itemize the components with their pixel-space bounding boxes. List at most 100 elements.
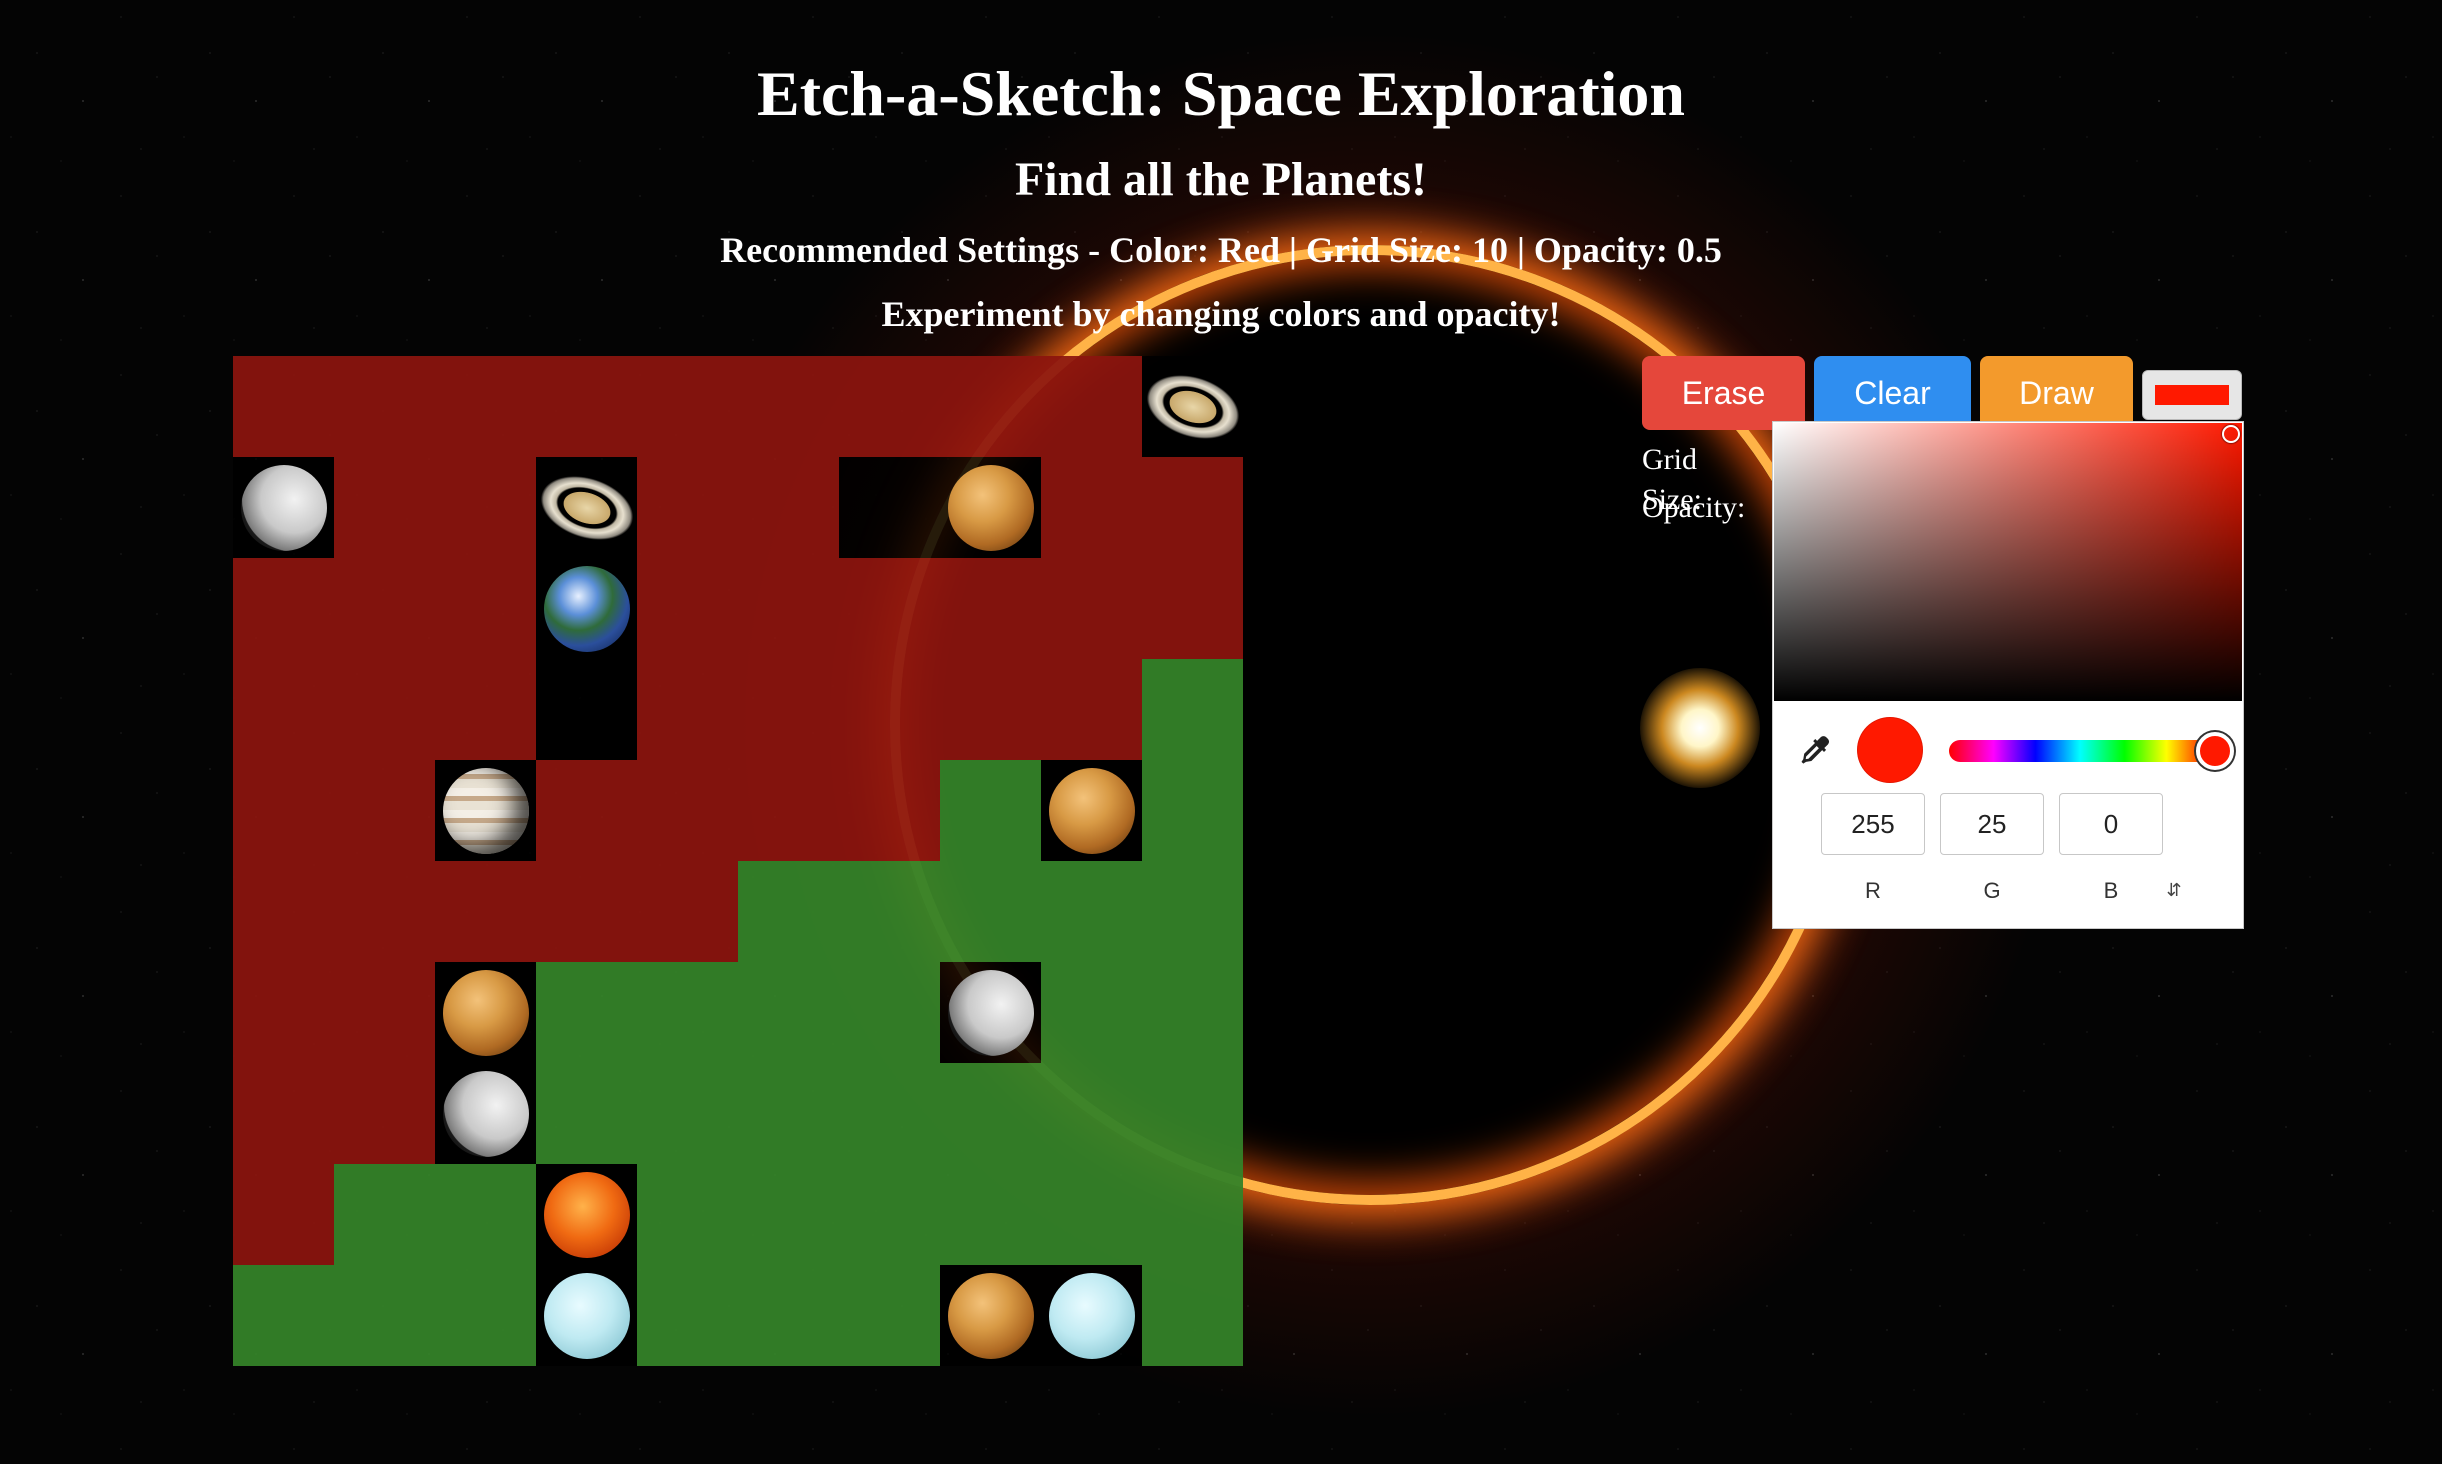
grid-cell[interactable] <box>233 1164 334 1265</box>
grid-cell[interactable] <box>1142 1063 1243 1164</box>
grid-cell[interactable] <box>435 356 536 457</box>
grid-cell[interactable] <box>435 457 536 558</box>
grid-cell[interactable] <box>536 659 637 760</box>
grid-cell[interactable] <box>334 457 435 558</box>
grid-cell[interactable] <box>1041 861 1142 962</box>
grid-cell[interactable] <box>940 457 1041 558</box>
grid-cell[interactable] <box>637 558 738 659</box>
grid-cell[interactable] <box>233 457 334 558</box>
grid-cell[interactable] <box>435 1063 536 1164</box>
grid-cell[interactable] <box>839 760 940 861</box>
grid-cell[interactable] <box>233 558 334 659</box>
grid-cell[interactable] <box>1142 861 1243 962</box>
grid-cell[interactable] <box>1142 1164 1243 1265</box>
grid-cell[interactable] <box>435 861 536 962</box>
clear-button[interactable]: Clear <box>1814 356 1971 430</box>
grid-cell[interactable] <box>940 760 1041 861</box>
grid-cell[interactable] <box>1142 760 1243 861</box>
grid-cell[interactable] <box>536 356 637 457</box>
grid-cell[interactable] <box>940 861 1041 962</box>
grid-cell[interactable] <box>839 659 940 760</box>
grid-cell[interactable] <box>940 962 1041 1063</box>
grid-cell[interactable] <box>233 659 334 760</box>
grid-cell[interactable] <box>1041 659 1142 760</box>
grid-cell[interactable] <box>233 962 334 1063</box>
grid-cell[interactable] <box>435 558 536 659</box>
grid-cell[interactable] <box>839 861 940 962</box>
grid-cell[interactable] <box>1041 760 1142 861</box>
color-picker-button[interactable] <box>2142 370 2242 420</box>
grid-cell[interactable] <box>435 760 536 861</box>
draw-button[interactable]: Draw <box>1980 356 2133 430</box>
grid-cell[interactable] <box>637 356 738 457</box>
grid-cell[interactable] <box>839 558 940 659</box>
grid-cell[interactable] <box>940 1063 1041 1164</box>
grid-cell[interactable] <box>637 962 738 1063</box>
grid-cell[interactable] <box>435 1164 536 1265</box>
grid-cell[interactable] <box>738 962 839 1063</box>
grid-cell[interactable] <box>1041 558 1142 659</box>
grid-cell[interactable] <box>1041 1063 1142 1164</box>
erase-button[interactable]: Erase <box>1642 356 1805 430</box>
sketch-grid[interactable] <box>233 356 1248 1366</box>
grid-cell[interactable] <box>1142 558 1243 659</box>
grid-cell[interactable] <box>738 356 839 457</box>
grid-cell[interactable] <box>940 1265 1041 1366</box>
blue-value-input[interactable] <box>2059 793 2163 855</box>
grid-cell[interactable] <box>637 1063 738 1164</box>
hue-slider[interactable] <box>1949 740 2211 762</box>
grid-cell[interactable] <box>334 861 435 962</box>
grid-cell[interactable] <box>1142 1265 1243 1366</box>
grid-cell[interactable] <box>536 558 637 659</box>
grid-cell[interactable] <box>1142 457 1243 558</box>
grid-cell[interactable] <box>1041 356 1142 457</box>
grid-cell[interactable] <box>233 356 334 457</box>
grid-cell[interactable] <box>637 760 738 861</box>
grid-cell[interactable] <box>738 760 839 861</box>
grid-cell[interactable] <box>536 861 637 962</box>
grid-cell[interactable] <box>536 1063 637 1164</box>
grid-cell[interactable] <box>1142 962 1243 1063</box>
grid-cell[interactable] <box>738 457 839 558</box>
grid-cell[interactable] <box>637 1164 738 1265</box>
grid-cell[interactable] <box>334 558 435 659</box>
grid-cell[interactable] <box>637 861 738 962</box>
eyedropper-icon[interactable] <box>1797 732 1833 768</box>
grid-cell[interactable] <box>940 659 1041 760</box>
grid-cell[interactable] <box>839 457 940 558</box>
grid-cell[interactable] <box>1041 1164 1142 1265</box>
grid-cell[interactable] <box>738 861 839 962</box>
saturation-handle[interactable] <box>2222 425 2240 443</box>
grid-cell[interactable] <box>1041 1265 1142 1366</box>
grid-cell[interactable] <box>738 558 839 659</box>
grid-cell[interactable] <box>536 760 637 861</box>
chevron-up-down-icon[interactable]: ⇵ <box>2166 880 2182 900</box>
hue-slider-handle[interactable] <box>2196 732 2234 770</box>
grid-cell[interactable] <box>435 962 536 1063</box>
grid-cell[interactable] <box>738 659 839 760</box>
grid-cell[interactable] <box>334 962 435 1063</box>
grid-cell[interactable] <box>334 1265 435 1366</box>
grid-cell[interactable] <box>334 760 435 861</box>
grid-cell[interactable] <box>738 1265 839 1366</box>
red-value-input[interactable] <box>1821 793 1925 855</box>
grid-cell[interactable] <box>536 962 637 1063</box>
grid-cell[interactable] <box>839 962 940 1063</box>
grid-cell[interactable] <box>738 1164 839 1265</box>
grid-cell[interactable] <box>233 760 334 861</box>
grid-cell[interactable] <box>334 1063 435 1164</box>
grid-cell[interactable] <box>1137 356 1248 457</box>
grid-cell[interactable] <box>637 457 738 558</box>
grid-cell[interactable] <box>334 1164 435 1265</box>
grid-cell[interactable] <box>839 1164 940 1265</box>
grid-cell[interactable] <box>839 1265 940 1366</box>
grid-cell[interactable] <box>536 1164 637 1265</box>
grid-cell[interactable] <box>536 1265 637 1366</box>
grid-cell[interactable] <box>738 1063 839 1164</box>
grid-cell[interactable] <box>435 659 536 760</box>
grid-cell[interactable] <box>233 1265 334 1366</box>
grid-cell[interactable] <box>940 558 1041 659</box>
grid-cell[interactable] <box>1041 962 1142 1063</box>
grid-cell[interactable] <box>334 659 435 760</box>
saturation-brightness-area[interactable] <box>1774 423 2242 701</box>
